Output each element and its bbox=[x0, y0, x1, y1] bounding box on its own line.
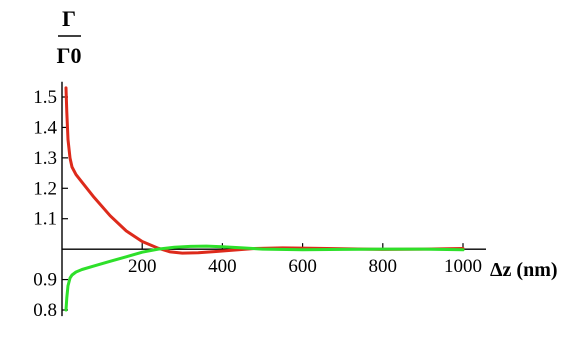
y-axis-title-denominator: Γ0 bbox=[57, 43, 82, 68]
y-tick-label: 1.2 bbox=[33, 178, 57, 199]
x-tick-label: 400 bbox=[208, 256, 237, 277]
x-tick-label: 1000 bbox=[444, 256, 482, 277]
series-layer bbox=[64, 86, 465, 312]
y-ticks: 0.8 0.9 1.1 1.2 1.3 1.4 1.5 bbox=[33, 87, 68, 321]
y-tick-label: 0.9 bbox=[33, 270, 57, 291]
x-tick-label: 800 bbox=[369, 256, 398, 277]
y-axis-title-numerator: Γ bbox=[62, 6, 76, 31]
axes bbox=[61, 81, 486, 317]
y-tick-label: 1.3 bbox=[33, 148, 57, 169]
series-line-1 bbox=[64, 86, 465, 255]
y-tick-label: 1.1 bbox=[33, 209, 57, 230]
x-ticks: 200 400 600 800 1000 bbox=[128, 243, 482, 277]
x-tick-label: 200 bbox=[128, 256, 157, 277]
y-tick-label: 1.4 bbox=[33, 117, 57, 138]
x-tick-label: 600 bbox=[288, 256, 317, 277]
series-line-2 bbox=[64, 244, 465, 312]
y-tick-label: 0.8 bbox=[33, 300, 57, 321]
y-axis-title: Γ Γ0 bbox=[57, 6, 82, 68]
y-tick-label: 1.5 bbox=[33, 87, 57, 108]
x-axis-title: Δz (nm) bbox=[490, 259, 558, 281]
